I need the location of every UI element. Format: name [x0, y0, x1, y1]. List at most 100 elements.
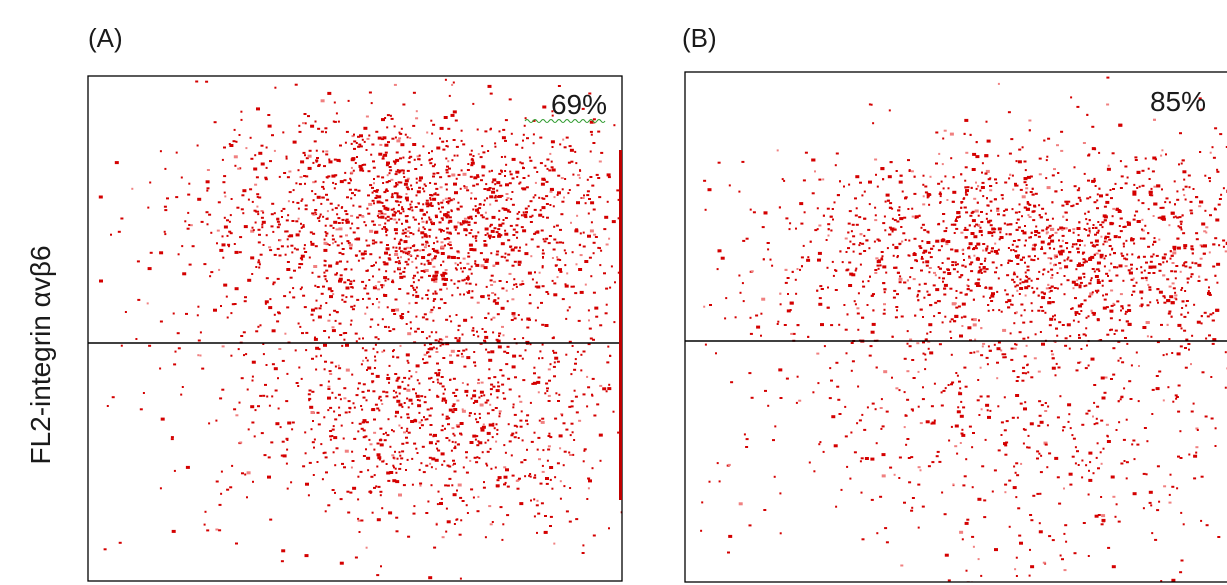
scatter-point [365, 448, 367, 451]
scatter-point [554, 476, 557, 479]
scatter-point [317, 315, 322, 319]
scatter-point [1044, 443, 1048, 446]
scatter-point [497, 381, 500, 384]
scatter-point [309, 231, 313, 234]
scatter-point [1215, 308, 1220, 312]
scatter-point [892, 254, 895, 257]
scatter-point [908, 481, 912, 484]
scatter-point [415, 294, 420, 298]
scatter-point [320, 130, 324, 133]
scatter-point [472, 434, 477, 438]
scatter-point [452, 459, 455, 462]
scatter-point [406, 292, 410, 295]
scatter-point [1189, 209, 1193, 212]
scatter-point [568, 306, 571, 309]
scatter-point [343, 300, 347, 303]
scatter-point [888, 233, 892, 236]
scatter-point [393, 218, 397, 221]
scatter-point [951, 302, 956, 306]
scatter-point [441, 140, 445, 143]
scatter-point [407, 384, 410, 387]
scatter-point [1050, 257, 1053, 260]
scatter-point [412, 286, 415, 289]
scatter-point [164, 233, 167, 236]
scatter-point [341, 248, 345, 250]
scatter-point [559, 270, 563, 273]
scatter-point [568, 451, 571, 454]
scatter-point [400, 457, 404, 460]
scatter-point [910, 170, 914, 173]
scatter-point [857, 385, 860, 388]
scatter-point [742, 239, 746, 242]
scatter-point [381, 201, 384, 204]
scatter-point [644, 217, 646, 219]
scatter-point [1099, 339, 1103, 341]
scatter-point [470, 161, 475, 165]
scatter-point [272, 230, 275, 233]
scatter-point [1181, 307, 1184, 309]
scatter-point [392, 456, 395, 459]
scatter-point [531, 278, 534, 281]
scatter-point [1139, 304, 1142, 307]
scatter-point [971, 232, 973, 234]
scatter-point [476, 128, 479, 131]
scatter-point [124, 311, 127, 313]
scatter-point [386, 126, 389, 129]
scatter-point [371, 191, 374, 194]
scatter-point [506, 345, 510, 348]
scatter-point [914, 215, 919, 219]
scatter-point [1176, 246, 1181, 250]
scatter-point [522, 166, 524, 169]
scatter-point [233, 303, 237, 305]
scatter-point [343, 397, 347, 400]
scatter-point [271, 395, 274, 398]
scatter-point [835, 361, 839, 364]
scatter-point [289, 234, 294, 238]
scatter-point [463, 217, 467, 220]
scatter-point [405, 436, 408, 439]
scatter-point [1132, 192, 1137, 196]
scatter-point [1054, 374, 1057, 377]
scatter-point [531, 382, 535, 385]
scatter-point [1179, 132, 1182, 135]
scatter-point [352, 231, 356, 234]
scatter-point [377, 323, 380, 326]
scatter-point [291, 251, 294, 254]
scatter-point [533, 166, 537, 169]
scatter-point [1028, 203, 1032, 206]
scatter-point [302, 465, 306, 468]
scatter-point [445, 507, 448, 510]
scatter-point [461, 270, 464, 273]
scatter-point [1048, 297, 1051, 299]
scatter-point [223, 216, 226, 219]
scatter-point [1034, 333, 1037, 336]
scatter-point [462, 143, 466, 146]
scatter-point [421, 256, 426, 259]
scatter-point [1124, 165, 1128, 168]
scatter-point [539, 350, 542, 353]
scatter-point [401, 380, 404, 383]
scatter-point [1101, 284, 1104, 287]
scatter-point [501, 538, 504, 541]
scatter-point [317, 163, 321, 166]
scatter-point [403, 376, 407, 379]
scatter-point [479, 403, 484, 407]
scatter-point [456, 263, 459, 266]
scatter-point [1024, 225, 1026, 227]
scatter-point [857, 292, 860, 295]
scatter-point [1160, 154, 1163, 157]
scatter-point [511, 365, 516, 369]
scatter-point [353, 133, 355, 136]
scatter-point [891, 217, 894, 220]
scatter-point [395, 246, 398, 249]
scatter-point [912, 253, 917, 256]
scatter-point [358, 250, 361, 253]
scatter-point [1094, 514, 1099, 518]
scatter-point [423, 362, 427, 364]
scatter-point [1150, 187, 1153, 190]
scatter-point [1181, 287, 1184, 289]
scatter-point [1098, 270, 1101, 272]
scatter-point [331, 435, 334, 437]
scatter-point [986, 197, 988, 200]
scatter-point [258, 263, 261, 266]
